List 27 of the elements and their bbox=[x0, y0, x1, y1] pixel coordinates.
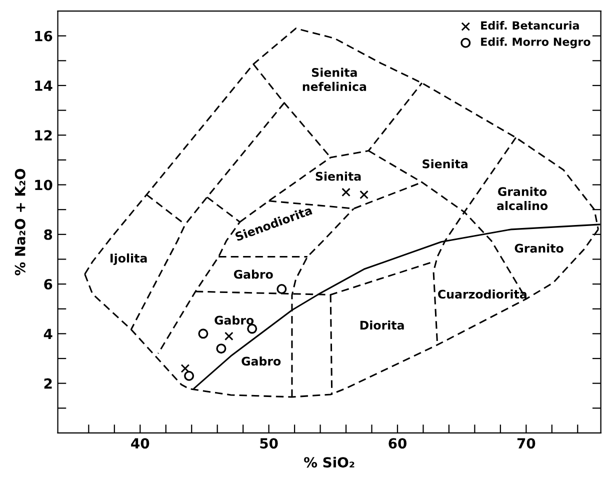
y-tick-label: 12 bbox=[35, 130, 52, 140]
annotation: Gabro bbox=[242, 356, 281, 366]
x-tick-label: 60 bbox=[388, 438, 406, 449]
y-tick-label: 6 bbox=[44, 279, 52, 290]
y-tick-label: 14 bbox=[35, 80, 52, 91]
y-axis-title: % Na₂O + K₂O bbox=[14, 168, 26, 276]
legend-label: Edif. Betancuria bbox=[481, 21, 579, 30]
y-tick-label: 4 bbox=[44, 328, 52, 339]
x-tick-label: 50 bbox=[260, 438, 278, 449]
annotation: Diorita bbox=[360, 320, 404, 330]
annotation: Granito alcalino bbox=[497, 186, 548, 210]
annotation: Ijolita bbox=[110, 253, 147, 265]
annotation: Gabro bbox=[214, 316, 254, 325]
annotation: Gabro bbox=[234, 270, 273, 279]
y-tick-label: 8 bbox=[44, 229, 52, 240]
x-tick-label: 40 bbox=[131, 438, 150, 449]
x-axis-title: % SiO₂ bbox=[304, 456, 354, 468]
x-tick-label: 70 bbox=[517, 438, 536, 449]
annotation: Cuarzodiorita bbox=[438, 290, 526, 299]
annotation: Sienita bbox=[422, 159, 468, 168]
y-tick-label: 16 bbox=[35, 30, 52, 42]
legend-label: Edif. Morro Negro bbox=[481, 37, 590, 48]
y-tick-label: 2 bbox=[44, 378, 52, 389]
annotation: Sienita bbox=[316, 172, 361, 181]
annotation: Granito bbox=[514, 244, 564, 253]
annotation: Sienita nefelinica bbox=[302, 68, 366, 92]
y-tick-label: 10 bbox=[35, 180, 52, 190]
